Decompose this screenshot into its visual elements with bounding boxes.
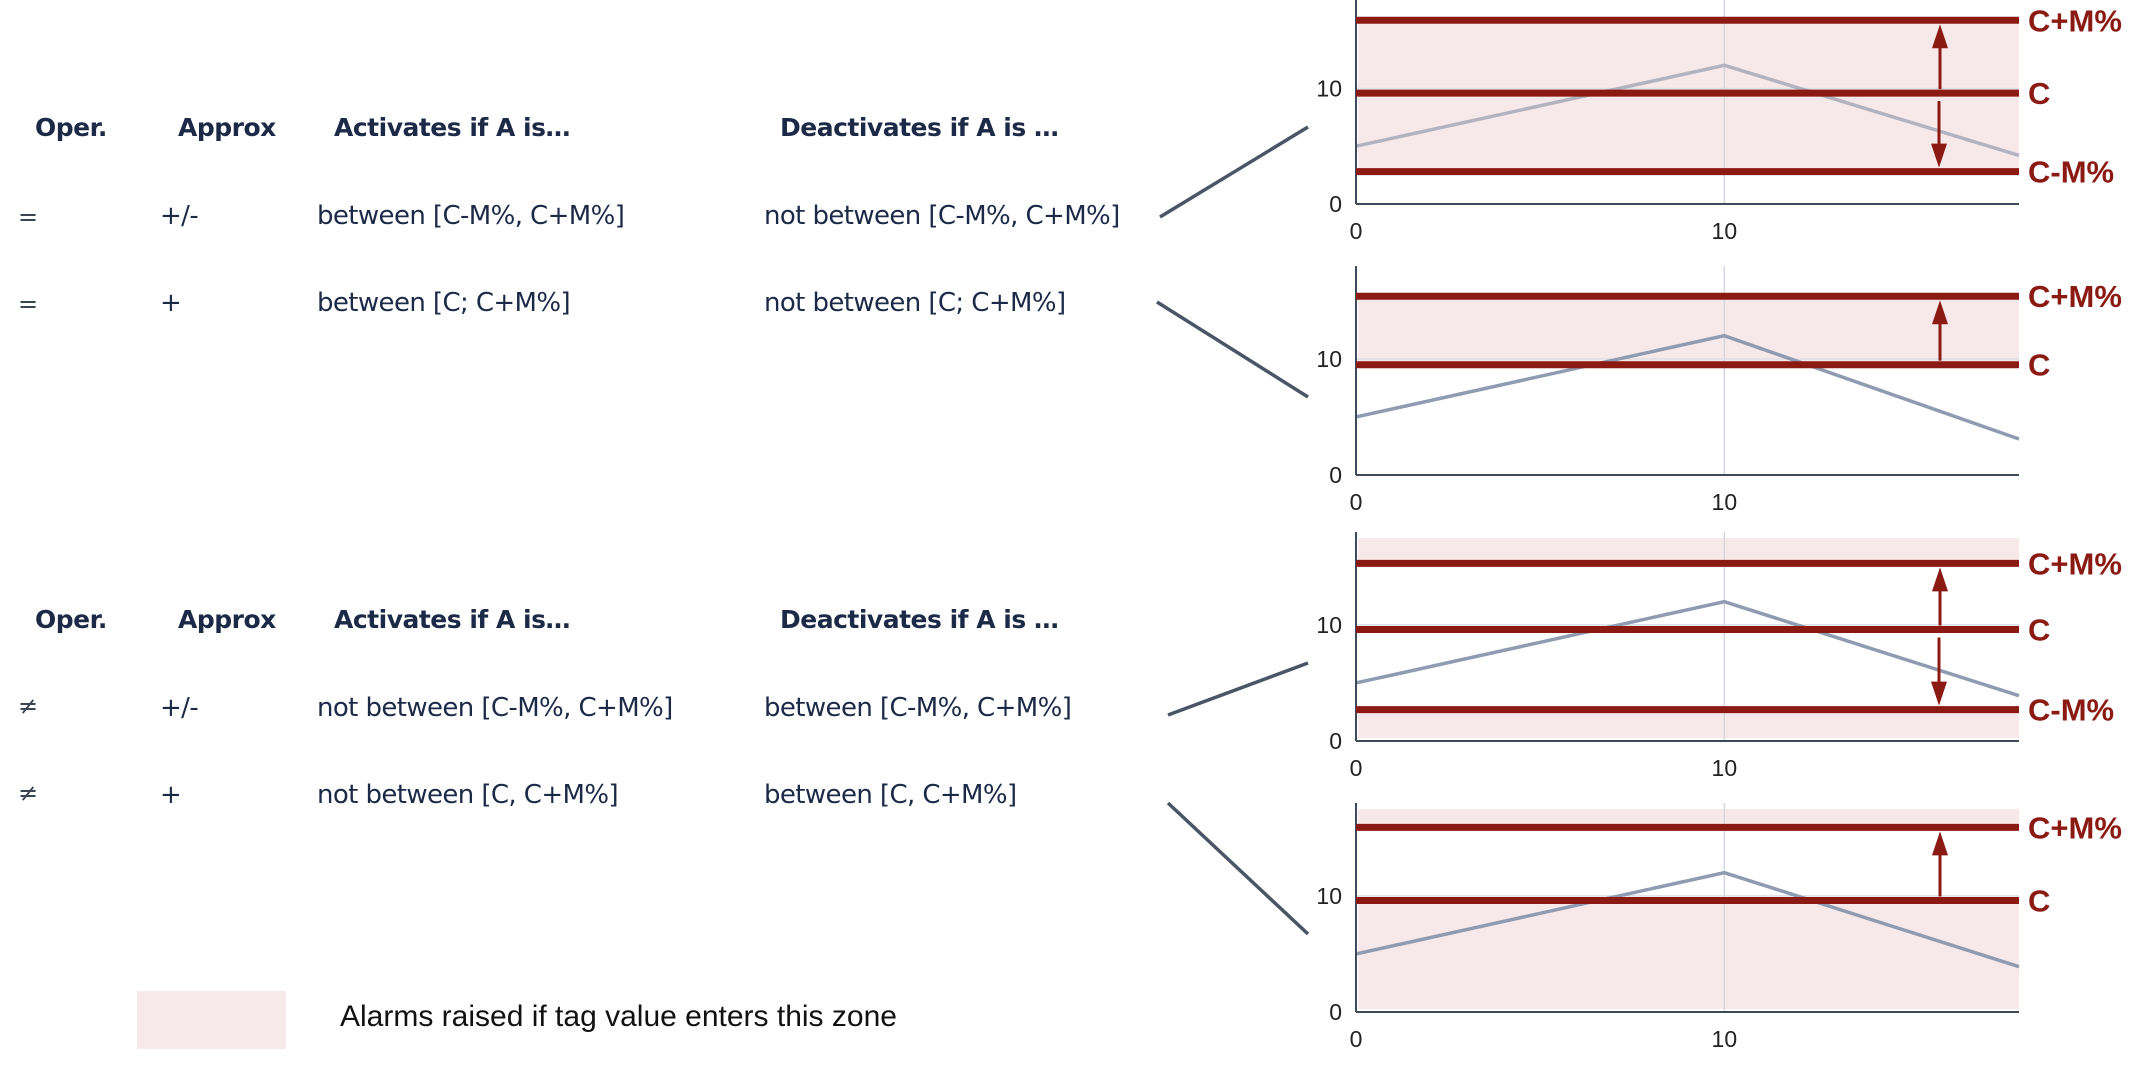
- cell-approx: +/-: [160, 693, 199, 723]
- header-deactivates: Deactivates if A is …: [780, 113, 1059, 142]
- cell-deactivates: between [C, C+M%]: [764, 780, 1017, 810]
- y-tick-label: 10: [1316, 612, 1342, 638]
- x-tick-label: 10: [1712, 218, 1738, 244]
- threshold-label: C: [2028, 884, 2050, 919]
- cell-deactivates: not between [C-M%, C+M%]: [764, 201, 1120, 231]
- cell-oper: ≠: [18, 692, 38, 720]
- header-oper: Oper.: [35, 113, 107, 142]
- cell-approx: +: [160, 288, 182, 318]
- y-tick-label: 0: [1329, 728, 1342, 754]
- threshold-label: C: [2028, 613, 2050, 648]
- connectors: [1156, 125, 1310, 936]
- header-approx: Approx: [178, 605, 276, 634]
- connector-line: [1159, 125, 1309, 219]
- chart-1: 0 10 0 10 C+M% C C-M%: [1316, 0, 2122, 244]
- threshold-label: C: [2028, 76, 2050, 111]
- cell-deactivates: not between [C; C+M%]: [764, 288, 1066, 318]
- threshold-label: C: [2028, 348, 2050, 383]
- tag-series-line: [1355, 333, 2020, 441]
- header-oper: Oper.: [35, 605, 107, 634]
- connector-line: [1156, 300, 1309, 399]
- threshold-label: C+M%: [2028, 3, 2122, 38]
- header-approx: Approx: [178, 113, 276, 142]
- alarm-zone: [1358, 900, 2019, 1009]
- y-tick-label: 10: [1316, 75, 1342, 101]
- y-tick-label: 10: [1316, 883, 1342, 909]
- arrow-up-head: [1932, 24, 1948, 49]
- threshold-label: C-M%: [2028, 155, 2114, 190]
- arrow-down-head: [1931, 143, 1947, 168]
- header-activates: Activates if A is…: [334, 605, 571, 634]
- arrow-down-head: [1931, 681, 1947, 706]
- header-activates: Activates if A is…: [334, 113, 571, 142]
- cell-activates: not between [C, C+M%]: [317, 780, 619, 810]
- arrow-up-head: [1932, 300, 1948, 325]
- y-tick-label: 0: [1329, 999, 1342, 1025]
- alarm-zone: [1358, 296, 2019, 365]
- chart-3: 0 10 0 10 C+M% C C-M%: [1316, 532, 2122, 781]
- connector-line: [1166, 801, 1310, 936]
- cell-activates: not between [C-M%, C+M%]: [317, 693, 673, 723]
- y-tick-label: 0: [1329, 462, 1342, 488]
- x-tick-label: 10: [1712, 489, 1738, 515]
- y-tick-label: 0: [1329, 191, 1342, 217]
- x-tick-label: 0: [1350, 489, 1363, 515]
- x-tick-label: 10: [1712, 1026, 1738, 1052]
- x-tick-label: 10: [1712, 755, 1738, 781]
- cell-activates: between [C; C+M%]: [317, 288, 571, 318]
- cell-approx: +/-: [160, 201, 199, 231]
- tag-series-line: [1355, 63, 2020, 158]
- legend-label: Alarms raised if tag value enters this z…: [340, 1000, 897, 1033]
- cell-oper: =: [18, 290, 38, 318]
- cell-activates: between [C-M%, C+M%]: [317, 201, 625, 231]
- charts: 0 10 0 10 C+M% C C-M% 0 10 0 10 C+M% C 0 10 0 10 C+M% C C-M…: [1316, 0, 2122, 1052]
- cell-deactivates: between [C-M%, C+M%]: [764, 693, 1072, 723]
- connector-line: [1167, 661, 1309, 717]
- x-tick-label: 0: [1350, 218, 1363, 244]
- threshold-label: C-M%: [2028, 693, 2114, 728]
- tag-series-line: [1355, 870, 2020, 969]
- arrow-up-head: [1932, 831, 1948, 856]
- threshold-label: C+M%: [2028, 279, 2122, 314]
- chart-2: 0 10 0 10 C+M% C: [1316, 266, 2122, 515]
- cell-oper: =: [18, 203, 38, 231]
- x-tick-label: 0: [1350, 755, 1363, 781]
- threshold-label: C+M%: [2028, 810, 2122, 845]
- y-tick-label: 10: [1316, 346, 1342, 372]
- tag-series-line: [1355, 599, 2020, 698]
- x-tick-label: 0: [1350, 1026, 1363, 1052]
- threshold-label: C+M%: [2028, 546, 2122, 581]
- alarm-zone: [1358, 809, 2019, 828]
- cell-approx: +: [160, 780, 182, 810]
- cell-oper: ≠: [18, 779, 38, 807]
- legend-swatch: [137, 991, 286, 1049]
- header-deactivates: Deactivates if A is …: [780, 605, 1059, 634]
- arrow-up-head: [1932, 567, 1948, 592]
- alarm-zone: [1358, 538, 2019, 564]
- chart-4: 0 10 0 10 C+M% C: [1316, 803, 2122, 1052]
- alarm-zone: [1358, 709, 2019, 738]
